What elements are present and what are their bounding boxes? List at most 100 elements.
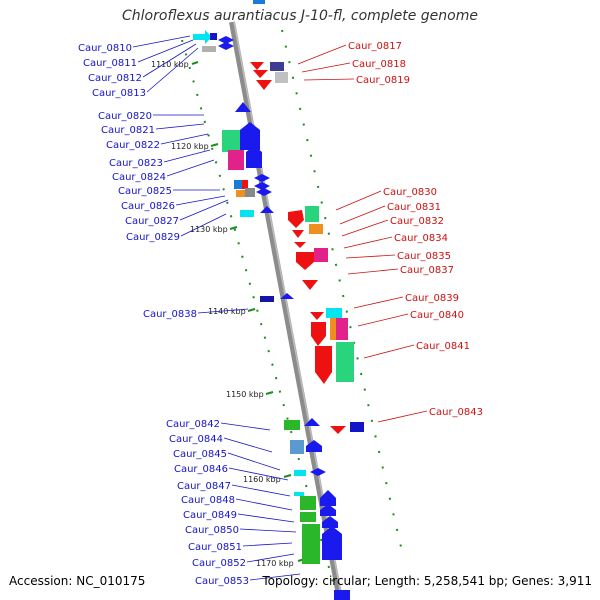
gene-arrow	[280, 293, 294, 299]
gene-block	[270, 62, 284, 71]
gene-arrow	[253, 70, 268, 78]
gene-label[interactable]: Caur_0830	[383, 187, 437, 198]
kbp-label: 1130 kbp	[190, 225, 228, 234]
gene-label[interactable]: Caur_0824	[112, 172, 166, 183]
gene-block	[326, 308, 342, 318]
gene-arrow	[260, 206, 274, 213]
gene-block	[210, 33, 217, 40]
gene-label[interactable]: Caur_0835	[397, 251, 451, 262]
gene-block	[245, 188, 255, 197]
gene-label[interactable]: Caur_0813	[92, 88, 146, 99]
gene-label[interactable]: Caur_0838	[143, 309, 197, 320]
label-leaders	[132, 35, 428, 581]
gene-arrow	[322, 516, 338, 528]
gene-label[interactable]: Caur_0848	[181, 495, 235, 506]
gene-arrow	[311, 322, 326, 346]
gene-label[interactable]: Caur_0843	[429, 407, 483, 418]
gene-arrow	[235, 102, 251, 112]
gene-block	[334, 590, 350, 600]
kbp-label: 1120 kbp	[171, 142, 209, 151]
gene-block	[242, 180, 248, 189]
gene-block	[222, 130, 240, 152]
gene-block	[294, 492, 304, 496]
gene-label[interactable]: Caur_0827	[125, 216, 179, 227]
gene-arrow	[254, 182, 270, 190]
gene-label[interactable]: Caur_0826	[121, 201, 175, 212]
gene-label[interactable]: Caur_0832	[390, 216, 444, 227]
gene-label[interactable]: Caur_0834	[394, 233, 448, 244]
gene-arrow	[246, 146, 262, 168]
gene-features	[193, 0, 364, 600]
gene-label[interactable]: Caur_0811	[83, 58, 137, 69]
map-title: Chloroflexus aurantiacus J-10-fl, comple…	[122, 8, 478, 24]
gene-arrow	[218, 42, 234, 50]
gene-label[interactable]: Caur_0851	[188, 542, 242, 553]
gene-arrow	[193, 30, 212, 44]
gene-label[interactable]: Caur_0820	[98, 111, 152, 122]
gene-arrow	[292, 230, 304, 238]
gene-arrow	[310, 312, 324, 320]
gene-block	[336, 318, 348, 340]
gene-label[interactable]: Caur_0847	[177, 481, 231, 492]
gene-label[interactable]: Caur_0849	[183, 510, 237, 521]
gene-block	[302, 524, 320, 564]
gene-label[interactable]: Caur_0839	[405, 293, 459, 304]
gene-block	[336, 342, 354, 382]
gene-label[interactable]: Caur_0841	[416, 341, 470, 352]
kbp-label: 1150 kbp	[226, 390, 264, 399]
gene-label[interactable]: Caur_0831	[387, 202, 441, 213]
gene-arrow	[320, 504, 336, 516]
accession-text: Accession: NC_010175	[9, 574, 146, 588]
kbp-label: 1140 kbp	[208, 307, 246, 316]
gene-label[interactable]: Caur_0819	[356, 75, 410, 86]
gene-arrow	[256, 188, 272, 196]
gene-arrow	[322, 526, 342, 560]
gene-label[interactable]: Caur_0812	[88, 73, 142, 84]
gene-label[interactable]: Caur_0821	[101, 125, 155, 136]
gene-arrow	[306, 440, 322, 452]
gene-label[interactable]: Caur_0840	[410, 310, 464, 321]
right-gene-labels: Caur_0817 Caur_0818 Caur_0819 Caur_0830 …	[348, 41, 483, 418]
gene-arrow	[310, 468, 326, 476]
kbp-label: 1160 kbp	[243, 475, 281, 484]
gene-label[interactable]: Caur_0850	[185, 525, 239, 536]
genome-summary: Topology: circular; Length: 5,258,541 bp…	[262, 574, 592, 588]
gene-arrow	[240, 122, 260, 150]
gene-arrow	[250, 62, 264, 70]
gene-block	[236, 190, 245, 197]
gene-label[interactable]: Caur_0822	[106, 140, 160, 151]
gene-arrow	[302, 280, 318, 290]
gene-label[interactable]: Caur_0823	[109, 158, 163, 169]
gene-block	[253, 0, 265, 4]
gene-label[interactable]: Caur_0825	[118, 186, 172, 197]
gene-label[interactable]: Caur_0844	[169, 434, 223, 445]
gene-label[interactable]: Caur_0818	[352, 59, 406, 70]
gene-block	[314, 248, 328, 262]
gene-arrow	[218, 36, 234, 44]
gene-label[interactable]: Caur_0842	[166, 419, 220, 430]
gene-block	[290, 440, 304, 454]
gene-label[interactable]: Caur_0846	[174, 464, 228, 475]
gene-block	[275, 72, 288, 83]
gene-block	[234, 180, 242, 189]
gene-block	[240, 210, 254, 217]
gene-label[interactable]: Caur_0817	[348, 41, 402, 52]
gene-arrow	[315, 346, 332, 384]
gene-arrow	[330, 426, 346, 434]
gene-block	[305, 206, 319, 222]
kbp-label: 1110 kbp	[151, 60, 189, 69]
gene-arrow	[256, 80, 272, 90]
gene-label[interactable]: Caur_0837	[400, 265, 454, 276]
gene-label[interactable]: Caur_0852	[192, 558, 246, 569]
gene-block	[284, 420, 300, 430]
gene-block	[300, 512, 316, 522]
kbp-label: 1170 kbp	[256, 559, 294, 568]
gene-label[interactable]: Caur_0829	[126, 232, 180, 243]
gene-label[interactable]: Caur_0845	[173, 449, 227, 460]
gene-block	[300, 496, 316, 510]
gene-block	[202, 46, 216, 52]
gene-label[interactable]: Caur_0810	[78, 43, 132, 54]
left-gene-labels: Caur_0810 Caur_0811 Caur_0812 Caur_0813 …	[78, 43, 249, 587]
gene-label[interactable]: Caur_0853	[195, 576, 249, 587]
